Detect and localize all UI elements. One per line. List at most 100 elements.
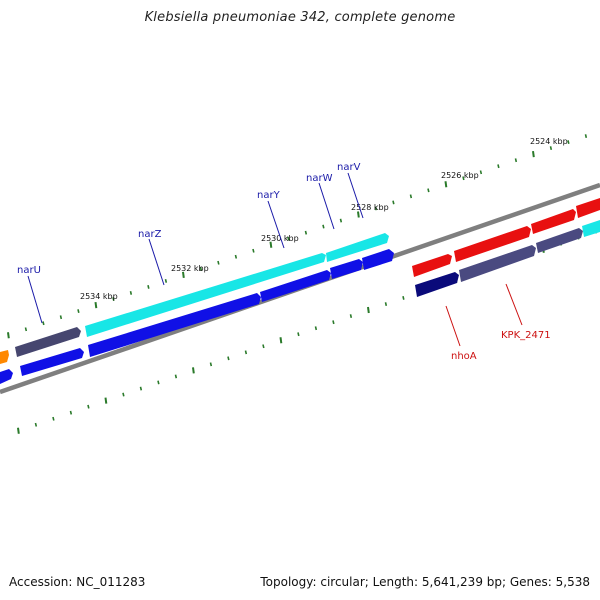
upper-tick [304,230,308,235]
kbp-label-2528: 2528 kbp [351,203,389,212]
lower-tick [69,410,73,415]
lower-tick [279,337,283,344]
genome-summary-text: Topology: circular; Length: 5,641,239 bp… [260,575,590,589]
upper-tick [164,279,168,283]
upper-tick [339,218,343,223]
gene-grey-feature[interactable] [536,228,583,253]
lower-tick [174,374,178,379]
upper-tick [269,241,273,248]
gene-red-feature-1[interactable] [412,254,452,277]
lower-tick [34,422,38,427]
callout-narY [267,200,285,249]
gene-blue-feature-4[interactable] [330,259,363,279]
lower-tick [314,326,318,331]
upper-tick [567,140,570,144]
gene-narV-feature[interactable] [362,249,394,270]
lower-tick [157,380,160,385]
accession-text: Accession: NC_011283 [9,575,146,589]
lower-tick [349,314,353,318]
upper-tick [532,150,535,158]
upper-tick [287,236,290,241]
gene-narU-feature[interactable] [15,327,81,357]
kbp-label-2524: 2524 kbp [530,137,568,146]
upper-tick [129,291,133,295]
callout-narV [347,172,364,219]
lower-tick [367,306,370,314]
lower-tick [227,356,230,361]
callout-narU [27,275,43,324]
gene-red-feature-4[interactable] [576,198,600,218]
gene-label-narY[interactable]: narY [257,190,281,201]
gene-label-nhoA[interactable]: nhoA [451,351,477,362]
gene-callouts [27,172,523,347]
callout-narW [318,182,335,230]
gene-red-feature-3[interactable] [531,209,576,234]
gene-label-narW[interactable]: narW [306,173,333,184]
upper-tick [59,315,63,320]
upper-tick [584,134,588,138]
gene-nhoA-feature[interactable] [415,272,459,297]
forward-strand-genes [0,233,394,384]
map-title: Klebsiella pneumoniae 342, complete geno… [144,10,456,25]
upper-tick [497,164,500,169]
upper-tick [479,170,483,175]
upper-tick [444,181,448,188]
kbp-label-2526: 2526 kbp [441,171,479,180]
gene-narY-feature[interactable] [88,293,261,357]
lower-tick [209,362,213,367]
upper-tick [514,158,518,163]
upper-tick [374,206,378,211]
gene-label-narV[interactable]: narV [337,162,361,173]
lower-tick [52,416,55,421]
gene-orange-feature[interactable] [0,350,9,364]
upper-tick [199,266,203,271]
gene-KPK_2471-feature[interactable] [459,245,536,282]
upper-tick [234,254,238,259]
upper-tick [549,146,553,150]
lower-tick [122,392,125,397]
scale-labels: 2524 kbp 2526 kbp 2528 kbp 2530 kbp 2532… [80,137,568,301]
gene-narW-feature[interactable] [326,233,389,262]
upper-tick [252,248,255,253]
kbp-label-2532: 2532 kbp [171,264,209,273]
lower-tick [262,344,265,349]
lower-tick [244,350,248,355]
upper-tick [147,285,150,289]
gene-label-narZ[interactable]: narZ [138,229,162,240]
gene-label-KPK_2471[interactable]: KPK_2471 [501,330,551,341]
upper-tick [42,321,45,326]
upper-tick [94,301,98,309]
lower-tick [332,320,335,325]
upper-tick [462,176,465,181]
upper-tick [112,297,115,301]
upper-tick [7,332,10,339]
lower-tick [139,386,143,391]
upper-tick [182,271,185,279]
upper-tick [357,211,360,218]
upper-tick [409,194,413,199]
lower-tick [17,427,20,434]
kbp-label-2534: 2534 kbp [80,292,118,301]
callout-nhoA [445,305,461,347]
upper-tick [24,327,28,332]
kbp-label-2530: 2530 kbp [261,234,299,243]
upper-tick [392,200,395,205]
gene-narZ-feature[interactable] [85,253,326,337]
upper-tick [322,224,325,229]
upper-tick [217,260,220,265]
gene-blue-feature-1[interactable] [0,369,13,384]
gene-blue-feature-3[interactable] [260,270,331,302]
lower-tick [297,332,300,337]
lower-tick [384,302,388,306]
gene-blue-feature-2[interactable] [20,348,84,376]
gene-red-feature-2[interactable] [454,226,531,262]
callout-KPK_2471 [505,283,523,326]
lower-tick [104,397,108,404]
gene-cyan-feature-right[interactable] [582,220,600,237]
upper-tick [427,188,430,193]
lower-tick [87,404,90,409]
gene-label-narU[interactable]: narU [17,265,41,276]
lower-tick [402,296,405,300]
callout-narZ [148,238,165,286]
